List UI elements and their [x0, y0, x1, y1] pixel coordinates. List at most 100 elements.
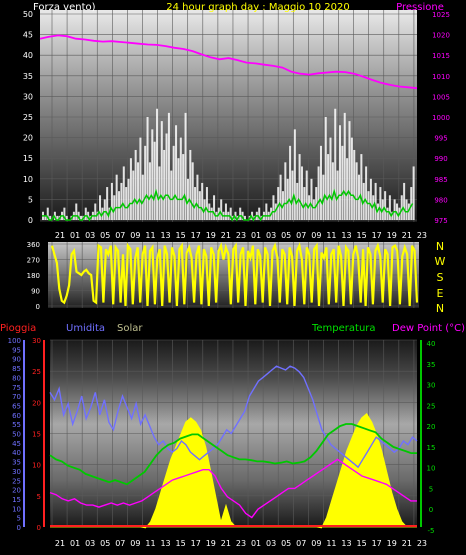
wind-gust-bar	[224, 203, 227, 220]
wind-gust-bar	[53, 211, 56, 220]
humidity-tick-label: 25	[12, 477, 21, 485]
wind-gust-bar	[127, 178, 130, 220]
compass-n-bottom: N	[436, 302, 444, 315]
x-tick-label: 07	[296, 231, 306, 240]
direction-tick-label: 270	[27, 257, 40, 265]
wind-gust-bar	[77, 211, 80, 220]
x-tick-label: 15	[357, 231, 367, 240]
wind-gust-bar	[46, 207, 49, 220]
wind-gust-bar	[132, 170, 135, 220]
temperature-tick-label: -5	[428, 527, 435, 535]
compass-e: E	[437, 287, 444, 300]
pressure-tick-label: 1015	[432, 52, 450, 60]
direction-tick-label: 0	[36, 303, 40, 311]
wind-gust-bar	[376, 203, 380, 220]
wind-gust-bar	[139, 137, 142, 220]
wind-gust-bar	[386, 207, 389, 220]
wind-gust-bar	[327, 154, 330, 220]
x-tick-label: 23	[417, 231, 427, 240]
direction-tick-label: 360	[27, 241, 40, 249]
wind-gust-bar	[308, 195, 311, 220]
pressure-tick-label: 1025	[432, 11, 450, 19]
compass-s: S	[437, 271, 444, 284]
wind-gust-bar	[374, 182, 377, 220]
x-tick-label: 01	[70, 231, 80, 240]
wind-gust-bar	[289, 145, 292, 220]
rain-tick-label: 20	[32, 399, 41, 407]
wind-gust-bar	[80, 215, 83, 220]
temperature-tick-label: 0	[429, 506, 433, 514]
x-tick-label: 05	[281, 231, 291, 240]
temperature-tick-label: 5	[429, 485, 433, 493]
wind-gust-bar	[87, 211, 90, 220]
x-tick-label: 19	[387, 539, 397, 548]
wind-gust-bar	[319, 145, 322, 220]
wind-gust-bar	[391, 211, 394, 220]
wind-gust-bar	[243, 215, 246, 220]
x-tick-label: 21	[55, 539, 65, 548]
humidity-tick-label: 70	[12, 393, 21, 401]
temperature-tick-label: 10	[427, 465, 436, 473]
wind-gust-bar	[125, 187, 128, 220]
humidity-tick-label: 15	[12, 496, 21, 504]
wind-axis-title: Forza vento)	[33, 2, 96, 13]
wind-gust-bar	[355, 162, 358, 220]
wind-gust-bar	[343, 112, 346, 220]
wind-tick-label: 30	[23, 92, 33, 101]
wind-gust-bar	[315, 187, 318, 220]
humidity-tick-label: 20	[12, 487, 21, 495]
wind-gust-bar	[137, 162, 140, 220]
wind-gust-bar	[229, 207, 232, 220]
wind-gust-bar	[384, 191, 387, 220]
wind-gust-bar	[75, 203, 78, 220]
humidity-tick-label: 0	[17, 524, 21, 532]
x-tick-label: 21	[221, 231, 231, 240]
wind-tick-label: 25	[23, 113, 33, 122]
x-tick-label: 03	[85, 231, 95, 240]
wind-gust-bar	[395, 203, 399, 220]
pressure-tick-label: 975	[434, 217, 447, 225]
wind-gust-bar	[277, 187, 280, 220]
wind-gust-bar	[350, 137, 353, 220]
pressure-line	[39, 34, 418, 90]
wind-gust-bar	[400, 195, 403, 220]
x-tick-label: 19	[387, 231, 397, 240]
wind-gust-bar	[94, 203, 97, 220]
humidity-tick-label: 40	[12, 449, 21, 457]
wind-gust-bar	[331, 162, 334, 220]
chart-title: 24 hour graph day : Maggio 10 2020	[166, 2, 349, 13]
wind-gust-bar	[353, 149, 356, 220]
wind-gust-bar	[201, 182, 204, 220]
wind-gust-bar	[334, 108, 337, 220]
wind-gust-bar	[388, 195, 391, 220]
wind-gust-bar	[144, 145, 147, 220]
wind-gust-bar	[196, 174, 199, 220]
rain-tick-label: 5	[37, 493, 41, 501]
wind-tick-label: 35	[23, 72, 33, 81]
solar-legend: Solar	[117, 323, 143, 334]
wind-gust-bar	[379, 187, 382, 220]
x-tick-label: 17	[372, 231, 382, 240]
x-tick-label: 09	[130, 539, 140, 548]
temperature-series	[49, 365, 418, 529]
wind-gust-bar	[372, 195, 375, 220]
wind-gust-bar	[346, 158, 349, 220]
x-tick-label: 11	[326, 539, 336, 548]
dewpoint-line	[49, 458, 417, 519]
wind-pressure-series	[39, 34, 418, 222]
compass-w: W	[435, 255, 446, 268]
rain-tick-label: 10	[32, 462, 41, 470]
temperature-legend: Temperatura	[311, 323, 376, 334]
wind-gust-bar	[298, 154, 301, 220]
x-tick-label: 05	[281, 539, 291, 548]
wind-gust-bar	[365, 166, 368, 220]
wind-gust-bar	[118, 191, 121, 220]
wind-gust-bar	[239, 207, 242, 220]
wind-tick-label: 0	[28, 216, 33, 225]
wind-gust-bar	[284, 162, 287, 220]
wind-gust-bar	[210, 207, 213, 220]
x-tick-label: 23	[236, 539, 246, 548]
wind-gust-bar	[300, 166, 303, 220]
wind-gust-bar	[172, 145, 175, 220]
wind-gust-bar	[407, 203, 410, 220]
